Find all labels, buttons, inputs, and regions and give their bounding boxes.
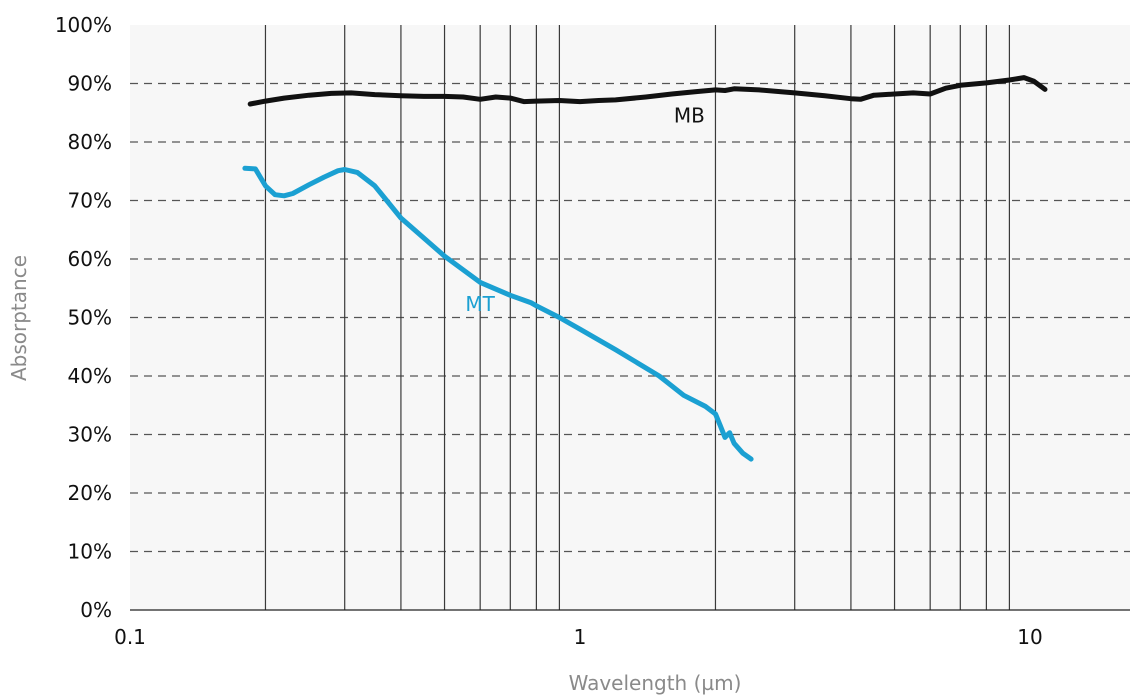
series-line-mb: [247, 75, 1048, 107]
plot-background: [130, 25, 1130, 610]
series-layer: [242, 75, 1048, 462]
y-tick-label: 100%: [55, 13, 112, 37]
y-tick-label: 40%: [68, 364, 112, 388]
y-tick-label: 60%: [68, 247, 112, 271]
series-line-mt: [242, 165, 754, 462]
grid: [130, 25, 1130, 611]
y-tick-label: 10%: [68, 540, 112, 564]
tick-labels: 0% 10% 20% 30% 40% 50% 60% 70% 80% 90% 100% 0.1 1 10: [55, 13, 1043, 649]
y-tick-label: 20%: [68, 481, 112, 505]
y-axis-title: Absorptance: [7, 255, 31, 381]
series-labels: MB MT: [465, 104, 704, 316]
series-label-mt: MT: [465, 292, 495, 316]
y-tick-label: 70%: [68, 189, 112, 213]
y-tick-label: 50%: [68, 306, 112, 330]
x-axis-title: Wavelength (µm): [569, 671, 742, 695]
series-label-mb: MB: [674, 104, 705, 128]
x-tick-label: 1: [574, 625, 587, 649]
y-tick-label: 80%: [68, 130, 112, 154]
x-tick-label: 0.1: [114, 625, 146, 649]
y-tick-label: 30%: [68, 423, 112, 447]
y-tick-label: 0%: [80, 598, 112, 622]
x-tick-label: 10: [1017, 625, 1042, 649]
y-tick-label: 90%: [68, 72, 112, 96]
